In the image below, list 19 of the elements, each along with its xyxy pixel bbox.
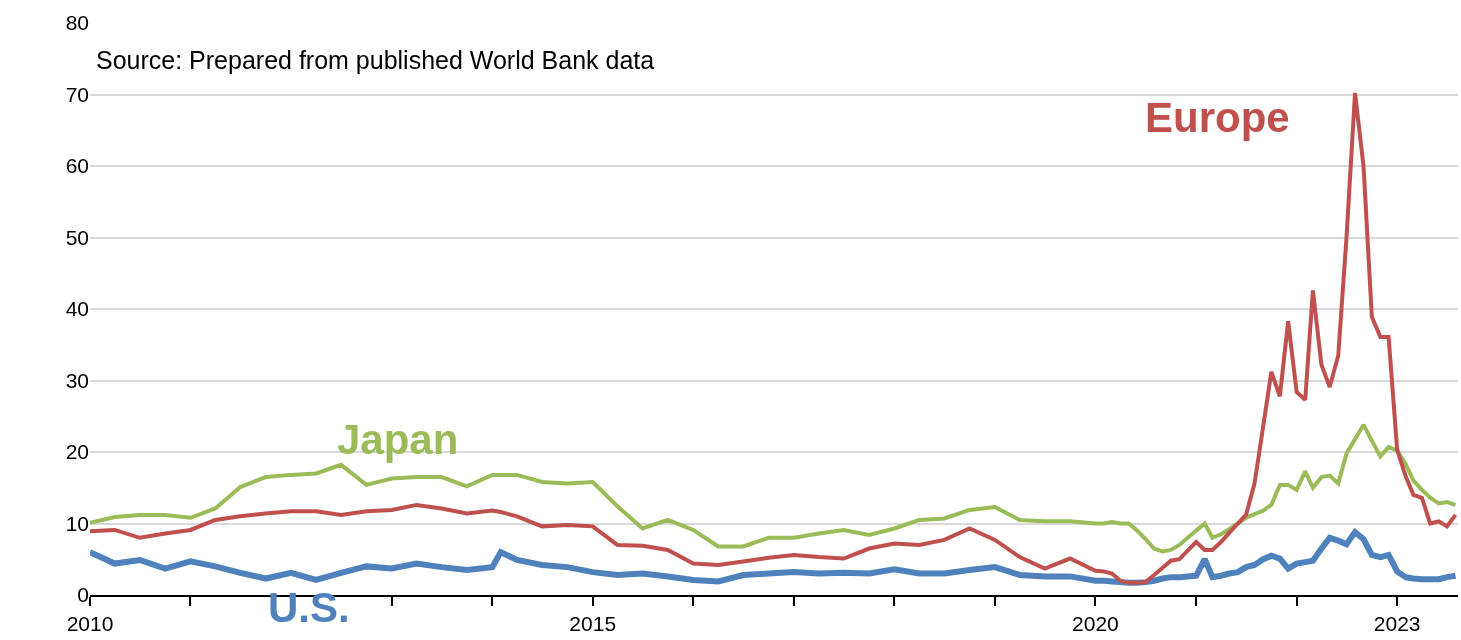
y-tick-label: 50: [65, 225, 89, 249]
y-tick-label: 60: [65, 154, 89, 178]
line-series: [90, 91, 1458, 585]
y-tick-label: 70: [65, 82, 89, 106]
y-tick-label: 20: [65, 440, 89, 464]
x-tick-label: 2023: [1373, 611, 1421, 635]
y-tick-label: 30: [65, 368, 89, 392]
y-tick-label: 80: [65, 11, 89, 35]
line-series: [90, 422, 1458, 554]
series-label: Japan: [337, 416, 459, 463]
series-label: U.S.: [268, 584, 350, 631]
y-tick-label: 10: [65, 511, 89, 535]
x-tick-label: 2015: [569, 611, 617, 635]
x-tick-label: 2020: [1072, 611, 1119, 635]
series-label: Europe: [1145, 94, 1290, 141]
y-tick-label: 40: [65, 297, 89, 321]
annotation: Source: Prepared from published World Bank data: [96, 46, 655, 74]
x-tick-label: 2010: [66, 611, 114, 635]
y-tick-label: 0: [77, 583, 89, 607]
